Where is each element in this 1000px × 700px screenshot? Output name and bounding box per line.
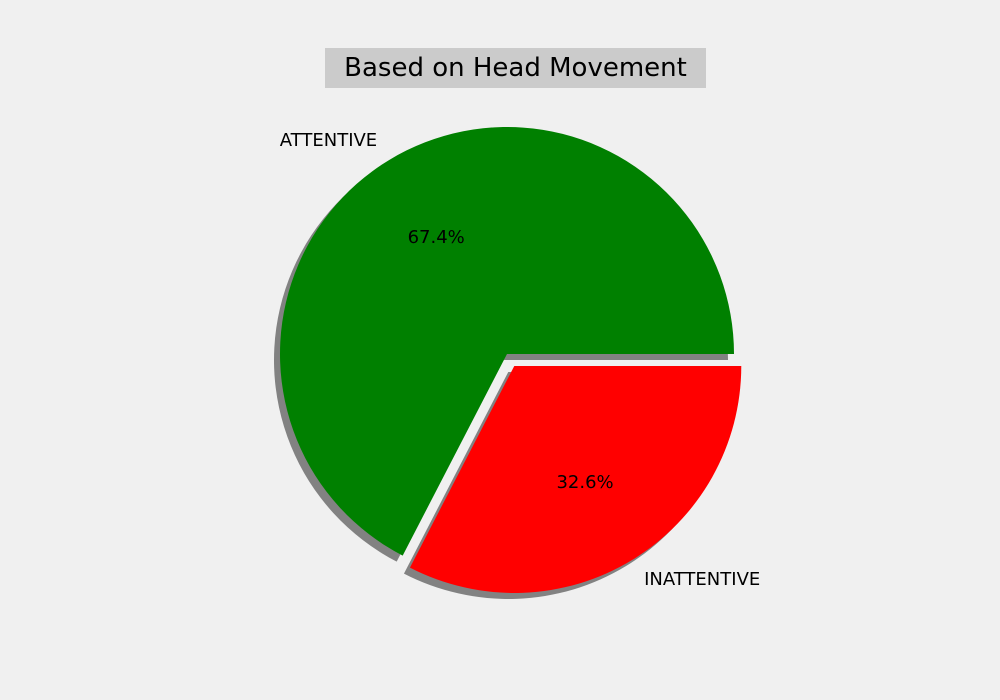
slice-label-attentive: ATTENTIVE	[280, 130, 377, 151]
pie-slice-inattentive	[409, 365, 742, 593]
slice-percent-inattentive: 32.6%	[556, 472, 613, 493]
pie-slice-attentive	[279, 126, 734, 556]
slice-percent-attentive: 67.4%	[408, 227, 465, 248]
pie-labels: ATTENTIVE 67.4% INATTENTIVE 32.6%	[280, 130, 760, 590]
slice-label-inattentive: INATTENTIVE	[644, 569, 760, 590]
chart-title: Based on Head Movement	[325, 48, 706, 88]
pie-slices	[279, 126, 742, 593]
